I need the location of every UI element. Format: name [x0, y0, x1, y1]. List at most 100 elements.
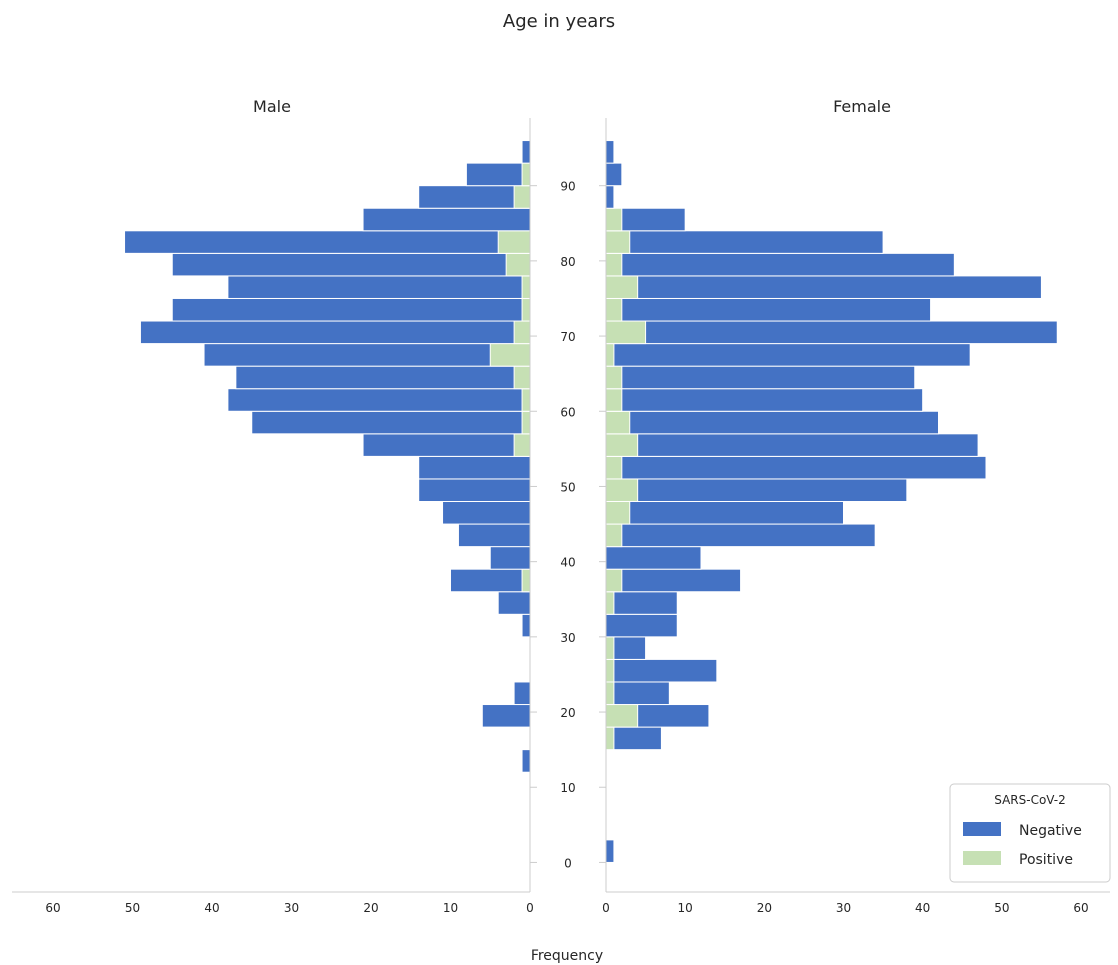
male-positive-bar-75: [521, 275, 531, 299]
legend-label-negative: Negative: [1019, 823, 1082, 839]
female-negative-bar-39: [605, 546, 702, 570]
age-tick-label-60: 60: [560, 405, 575, 419]
x-axis-label: Frequency: [531, 948, 603, 964]
male-positive-bar-36: [521, 568, 531, 593]
female-negative-bar-51: [605, 455, 987, 480]
male-positive-bar-81: [497, 230, 531, 254]
age-tick-label-20: 20: [560, 706, 575, 720]
legend-swatch-negative: [963, 822, 1001, 836]
female-negative-bar-93: [605, 140, 615, 164]
male-positive-bar-72: [521, 297, 531, 322]
male-x-tick-label-0: 0: [526, 901, 534, 915]
female-positive-bar-45: [605, 501, 631, 525]
female-positive-bar-72: [605, 297, 623, 322]
legend-title: SARS-CoV-2: [994, 793, 1066, 807]
female-positive-bar-48: [605, 478, 639, 502]
male-negative-bar-33: [497, 591, 531, 615]
age-tick-label-0: 0: [564, 856, 572, 870]
age-tick-label-10: 10: [560, 781, 575, 795]
female-negative-bar-54: [605, 433, 979, 457]
female-negative-bar-48: [605, 478, 908, 502]
female-negative-bar-60: [605, 388, 924, 412]
female-negative-bar-45: [605, 501, 844, 525]
female-positive-bar-27: [605, 636, 615, 660]
male-x-tick-label-20: 20: [363, 901, 378, 915]
female-positive-bar-51: [605, 455, 623, 480]
male-positive-bar-54: [513, 433, 531, 457]
male-negative-bar-75: [227, 275, 531, 299]
female-positive-bar-24: [605, 658, 615, 683]
male-negative-bar-54: [362, 433, 531, 457]
female-negative-bar-21: [605, 681, 670, 706]
female-x-tick-label-30: 30: [836, 901, 851, 915]
female-negative-bar-75: [605, 275, 1042, 299]
female-positive-bar-66: [605, 343, 615, 367]
female-negative-bar-81: [605, 230, 884, 254]
female-positive-bar-15: [605, 726, 615, 751]
female-positive-bar-33: [605, 591, 615, 615]
axes-group: 0 10 20 30 40 50 60 70 80 90 0 0 10 10 20 20 30 30 40 40 50 5…: [12, 118, 1110, 915]
male-negative-bar-45: [442, 501, 531, 525]
male-negative-bar-81: [124, 230, 531, 254]
male-negative-bar-69: [139, 320, 531, 345]
female-x-tick-label-10: 10: [678, 901, 693, 915]
female-x-tick-label-0: 0: [602, 901, 610, 915]
male-negative-bar-57: [251, 410, 531, 435]
age-tick-label-80: 80: [560, 255, 575, 269]
male-negative-bar-87: [418, 185, 531, 209]
female-negative-bar-30: [605, 613, 678, 638]
age-tick-label-40: 40: [560, 556, 575, 570]
female-positive-bar-36: [605, 568, 623, 593]
female-negative-bar-42: [605, 523, 876, 548]
male-negative-bar-36: [450, 568, 531, 593]
female-panel-title: Female: [833, 97, 891, 116]
male-positive-bar-87: [513, 185, 531, 209]
male-negative-bar-66: [203, 343, 531, 367]
male-negative-bar-78: [171, 252, 531, 277]
female-positive-bar-78: [605, 252, 623, 277]
female-positive-bar-69: [605, 320, 647, 345]
female-positive-bar-81: [605, 230, 631, 254]
male-negative-bar-51: [418, 455, 531, 480]
age-tick-label-90: 90: [560, 180, 575, 194]
female-negative-bar-33: [605, 591, 678, 615]
female-negative-bar-66: [605, 343, 971, 367]
male-negative-bar-90: [465, 162, 531, 187]
male-negative-bar-21: [513, 681, 531, 706]
female-negative-bar-69: [605, 320, 1058, 345]
male-panel-title: Male: [253, 97, 291, 116]
male-positive-bar-63: [513, 365, 531, 390]
age-tick-label-50: 50: [560, 480, 575, 494]
chart-title: Age in years: [503, 11, 615, 32]
female-x-tick-label-50: 50: [994, 901, 1009, 915]
male-negative-bar-39: [489, 546, 531, 570]
male-negative-bar-18: [481, 704, 531, 728]
female-negative-bar-63: [605, 365, 916, 390]
male-negative-bar-48: [418, 478, 531, 502]
female-negative-bar-36: [605, 568, 742, 593]
female-positive-bar-84: [605, 207, 623, 232]
legend-label-positive: Positive: [1019, 852, 1073, 868]
age-tick-label-70: 70: [560, 330, 575, 344]
female-negative-bar-87: [605, 185, 615, 209]
male-positive-bar-66: [489, 343, 531, 367]
female-positive-bar-75: [605, 275, 639, 299]
age-tick-label-30: 30: [560, 631, 575, 645]
male-bars-group: [124, 140, 531, 773]
male-negative-bar-30: [521, 613, 531, 638]
female-positive-bar-63: [605, 365, 623, 390]
male-x-tick-label-60: 60: [45, 901, 60, 915]
male-negative-bar-60: [227, 388, 531, 412]
male-negative-bar-12: [521, 749, 531, 773]
female-negative-bar-72: [605, 297, 932, 322]
female-x-tick-label-40: 40: [915, 901, 930, 915]
female-positive-bar-18: [605, 704, 639, 728]
legend-swatch-positive: [963, 851, 1001, 865]
male-x-tick-label-40: 40: [204, 901, 219, 915]
female-negative-bar-24: [605, 658, 718, 683]
male-x-tick-label-50: 50: [125, 901, 140, 915]
female-positive-bar-42: [605, 523, 623, 548]
male-positive-bar-90: [521, 162, 531, 187]
male-negative-bar-84: [362, 207, 531, 232]
